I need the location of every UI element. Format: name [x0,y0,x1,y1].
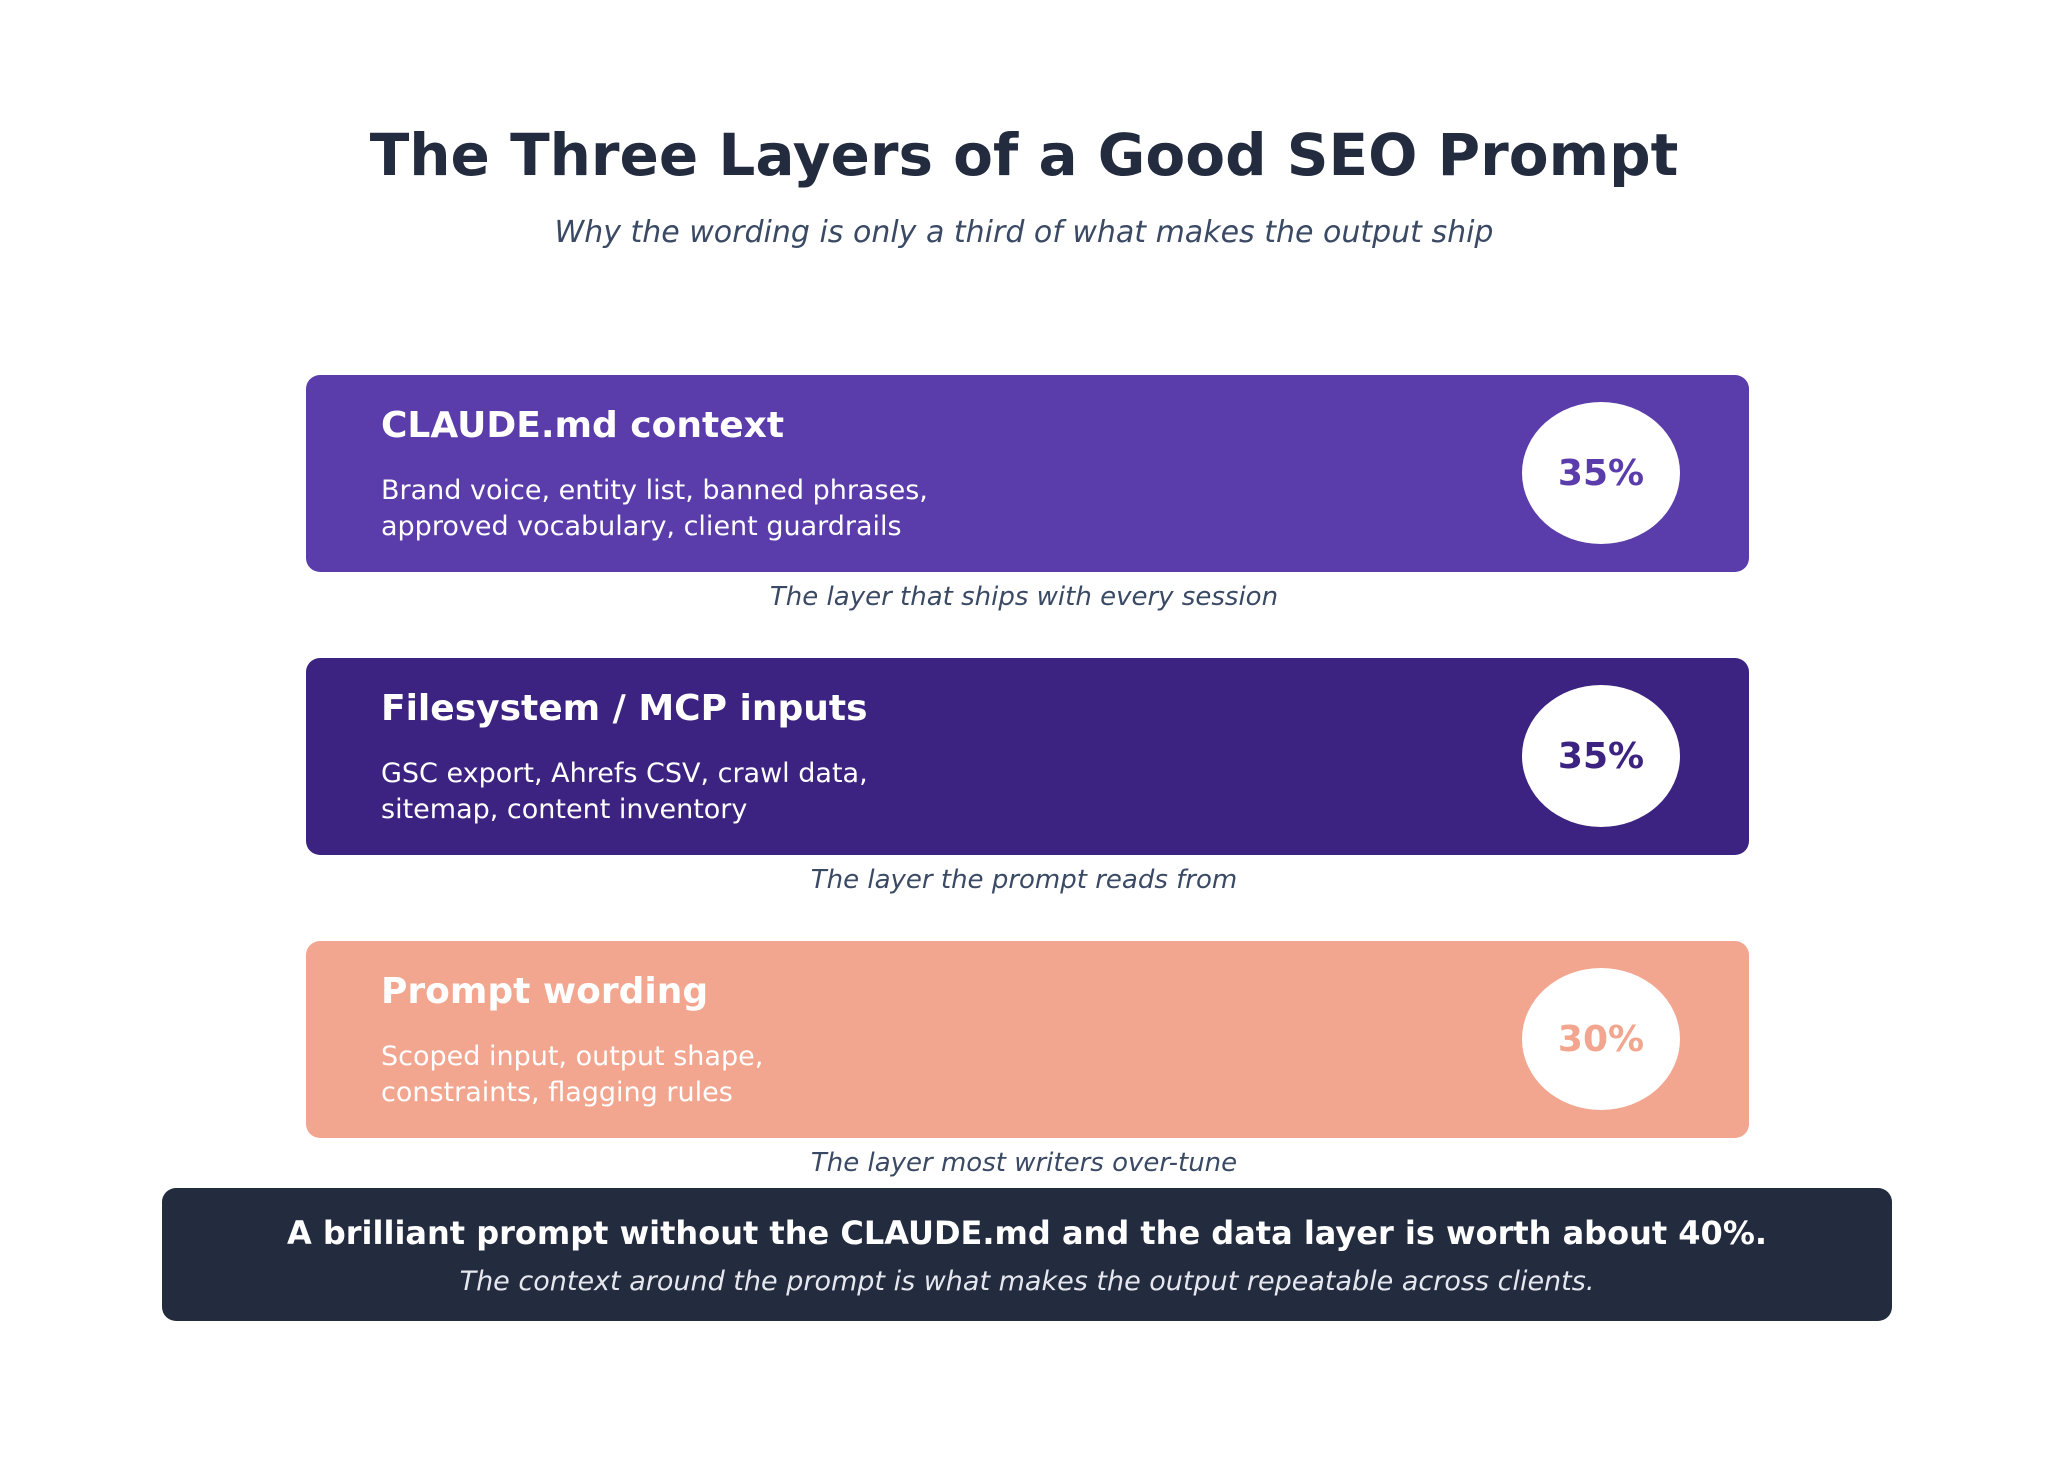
layer-heading: Filesystem / MCP inputs [381,688,868,729]
layer-card-prompt-wording: Prompt wording Scoped input, output shap… [306,941,1749,1138]
layer-card-claude-md: CLAUDE.md context Brand voice, entity li… [306,375,1749,572]
layer-caption: The layer the prompt reads from [810,865,1238,895]
percent-badge: 35% [1522,402,1680,544]
layer-caption: The layer that ships with every session [769,582,1279,612]
layer-description: GSC export, Ahrefs CSV, crawl data, site… [381,756,868,828]
callout-headline: A brilliant prompt without the CLAUDE.md… [286,1214,1768,1252]
callout-subtext: The context around the prompt is what ma… [459,1266,1595,1297]
layer-description: Brand voice, entity list, banned phrases… [381,473,928,545]
percent-badge: 35% [1522,685,1680,827]
layer-description-line: GSC export, Ahrefs CSV, crawl data, [381,758,868,789]
page-subtitle: Why the wording is only a third of what … [554,215,1494,250]
summary-callout: A brilliant prompt without the CLAUDE.md… [162,1188,1892,1321]
percent-badge: 30% [1522,968,1680,1110]
layer-description: Scoped input, output shape, constraints,… [381,1039,763,1111]
layer-caption: The layer most writers over-tune [810,1148,1238,1178]
layer-heading: Prompt wording [381,971,709,1012]
page-title: The Three Layers of a Good SEO Prompt [369,121,1679,189]
layer-description-line: constraints, flagging rules [381,1077,733,1108]
layer-description-line: Brand voice, entity list, banned phrases… [381,475,928,506]
layer-description-line: Scoped input, output shape, [381,1041,764,1072]
layer-heading: CLAUDE.md context [381,405,785,446]
layer-card-filesystem-mcp: Filesystem / MCP inputs GSC export, Ahre… [306,658,1749,855]
layer-description-line: approved vocabulary, client guardrails [381,511,902,542]
layer-description-line: sitemap, content inventory [381,794,748,825]
